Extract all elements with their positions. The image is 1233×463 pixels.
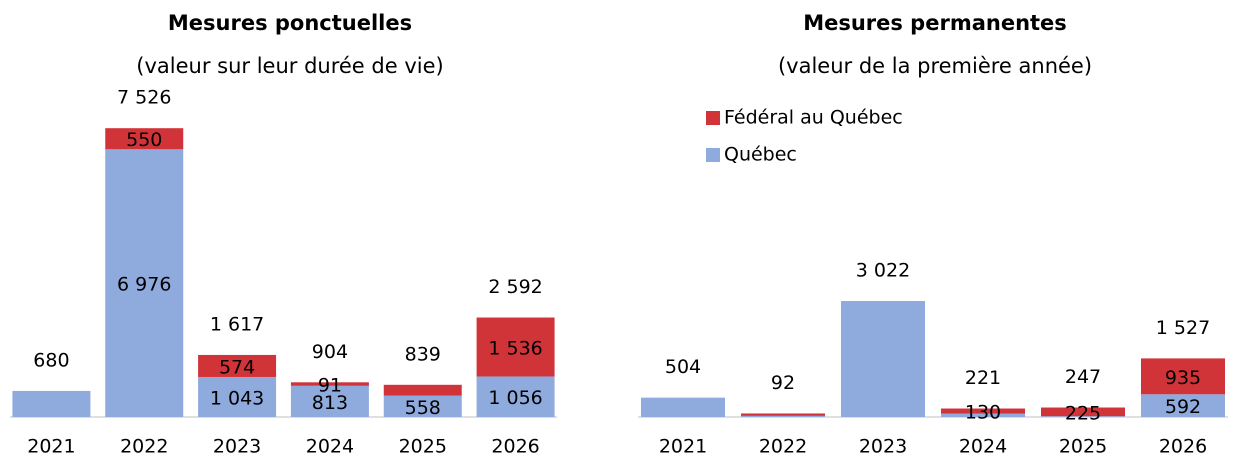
chart-subtitle: (valeur de la première année) xyxy=(778,54,1092,78)
bar-segment xyxy=(198,354,277,377)
bar-segment xyxy=(841,301,925,417)
x-tick-label: 2022 xyxy=(120,436,168,458)
bar-segment xyxy=(1141,394,1225,417)
total-label: 92 xyxy=(771,372,795,394)
x-tick-label: 2025 xyxy=(399,436,447,458)
value-label: 592 xyxy=(1165,396,1201,418)
bar-segment xyxy=(383,395,462,417)
chart-subtitle: (valeur sur leur durée de vie) xyxy=(136,54,443,78)
x-tick-label: 2023 xyxy=(213,436,261,458)
total-label: 3 022 xyxy=(856,260,910,282)
x-tick-label: 2024 xyxy=(306,436,354,458)
value-label: 225 xyxy=(1065,402,1101,424)
bar-segment xyxy=(198,376,277,417)
value-label: 550 xyxy=(126,129,162,151)
legend-swatch xyxy=(706,148,720,162)
x-tick-label: 2021 xyxy=(27,436,75,458)
value-label: 91 xyxy=(318,375,342,397)
bar-segment xyxy=(1041,407,1125,417)
total-label: 221 xyxy=(965,367,1001,389)
total-label: 7 526 xyxy=(117,87,171,109)
total-label: 839 xyxy=(405,343,441,365)
value-label: 1 043 xyxy=(210,387,264,409)
chart-title: Mesures permanentes xyxy=(803,11,1067,35)
bar-segment xyxy=(105,128,184,150)
bar-segment xyxy=(1041,416,1125,417)
legend-label: Fédéral au Québec xyxy=(724,107,903,129)
x-tick-label: 2021 xyxy=(659,436,707,458)
bar-segment xyxy=(741,413,825,416)
total-label: 1 527 xyxy=(1156,317,1210,339)
x-tick-label: 2023 xyxy=(859,436,907,458)
x-tick-label: 2025 xyxy=(1059,436,1107,458)
bar-segment xyxy=(941,413,1025,417)
bar-segment xyxy=(1141,358,1225,395)
legend-swatch xyxy=(706,111,720,125)
total-label: 247 xyxy=(1065,366,1101,388)
bar-segment xyxy=(105,149,184,417)
bar-segment xyxy=(290,382,369,386)
chart-title: Mesures ponctuelles xyxy=(168,11,412,35)
value-label: 130 xyxy=(965,402,1001,424)
bar-segment xyxy=(476,376,555,417)
value-label: 1 056 xyxy=(488,387,542,409)
value-label: 1 536 xyxy=(488,338,542,360)
bar-segment xyxy=(383,384,462,396)
x-tick-label: 2022 xyxy=(759,436,807,458)
bar-segment xyxy=(476,317,555,377)
x-tick-label: 2026 xyxy=(1159,436,1207,458)
total-label: 504 xyxy=(665,356,701,378)
bar-segment xyxy=(941,408,1025,414)
value-label: 935 xyxy=(1165,367,1201,389)
value-label: 813 xyxy=(312,392,348,414)
legend-label: Québec xyxy=(724,144,797,166)
total-label: 904 xyxy=(312,341,348,363)
bar-segment xyxy=(290,385,369,417)
bar-segment xyxy=(12,390,91,417)
value-label: 558 xyxy=(405,397,441,419)
x-tick-label: 2024 xyxy=(959,436,1007,458)
total-label: 680 xyxy=(33,349,69,371)
total-label: 2 592 xyxy=(488,276,542,298)
bar-segment xyxy=(741,415,825,417)
value-label: 574 xyxy=(219,356,255,378)
value-label: 6 976 xyxy=(117,274,171,296)
x-tick-label: 2026 xyxy=(491,436,539,458)
bar-segment xyxy=(641,397,725,417)
total-label: 1 617 xyxy=(210,313,264,335)
